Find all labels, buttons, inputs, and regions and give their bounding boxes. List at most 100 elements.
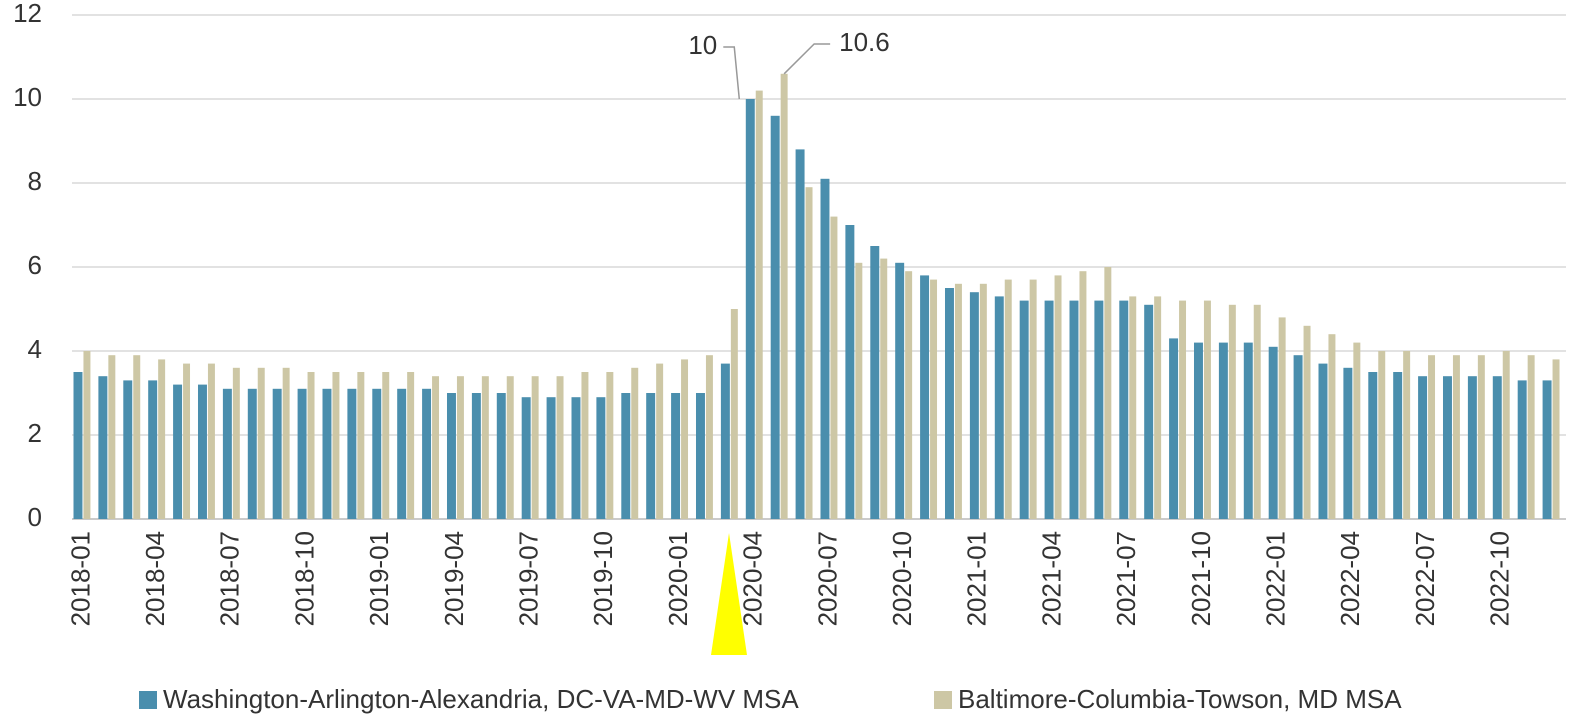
bar — [1243, 342, 1253, 519]
bar — [1044, 300, 1054, 519]
x-tick-label: 2021-10 — [1186, 531, 1216, 626]
bar — [332, 372, 340, 519]
bar — [780, 73, 788, 520]
y-tick-label: 8 — [28, 166, 42, 196]
bar — [820, 178, 830, 520]
bar — [1467, 376, 1477, 519]
x-tick-label: 2022-01 — [1261, 531, 1291, 626]
bar — [1517, 380, 1527, 519]
bar — [795, 149, 805, 519]
bar — [556, 376, 564, 519]
bar — [1353, 342, 1361, 519]
x-tick-label: 2020-04 — [738, 531, 768, 626]
x-tick-label: 2019-01 — [364, 531, 394, 626]
bar — [979, 283, 987, 519]
x-tick-label: 2022-07 — [1410, 531, 1440, 626]
bar — [496, 393, 506, 519]
y-tick-label: 2 — [28, 418, 42, 448]
bar — [1542, 380, 1552, 519]
bar — [1019, 300, 1029, 519]
bar — [1428, 355, 1436, 519]
bar — [755, 90, 763, 519]
bar — [197, 384, 207, 519]
bar — [297, 388, 307, 519]
bar — [870, 246, 880, 519]
bar — [347, 388, 357, 519]
bar — [1054, 275, 1062, 519]
bar — [1492, 376, 1502, 519]
bar — [1328, 334, 1336, 519]
bar — [1203, 300, 1211, 519]
bar — [905, 271, 913, 519]
bar — [1378, 351, 1386, 519]
x-tick-label: 2018-01 — [65, 531, 95, 626]
x-tick-label: 2022-10 — [1485, 531, 1515, 626]
bar — [1253, 304, 1261, 519]
bar — [606, 372, 614, 519]
bar — [720, 363, 730, 519]
bar — [1477, 355, 1485, 519]
bar — [705, 355, 713, 519]
bar — [830, 216, 838, 519]
bar — [1278, 317, 1286, 519]
bar — [123, 380, 133, 519]
leader-line — [783, 43, 831, 75]
x-tick-label: 2020-10 — [887, 531, 917, 626]
x-tick-label: 2018-04 — [140, 531, 170, 626]
bar — [1418, 376, 1428, 519]
bar — [456, 376, 464, 519]
bar — [282, 367, 290, 519]
x-tick-label: 2018-07 — [215, 531, 245, 626]
y-tick-label: 12 — [13, 0, 42, 28]
x-tick-label: 2020-07 — [812, 531, 842, 626]
x-tick-label: 2021-07 — [1111, 531, 1141, 626]
bar — [855, 262, 863, 519]
bar — [1029, 279, 1037, 519]
bar — [571, 397, 581, 519]
bar — [681, 359, 689, 519]
bar — [357, 372, 365, 519]
bar — [1303, 325, 1311, 519]
x-tick-label: 2019-10 — [588, 531, 618, 626]
x-tick-label: 2018-10 — [289, 531, 319, 626]
bar — [1169, 338, 1179, 519]
bar — [531, 376, 539, 519]
bar — [1502, 351, 1510, 519]
bar — [232, 367, 240, 519]
y-tick-label: 4 — [28, 334, 42, 364]
x-tick-label: 2019-07 — [514, 531, 544, 626]
bar — [1552, 359, 1560, 519]
bar — [805, 187, 813, 519]
bar — [222, 388, 232, 519]
bar — [1069, 300, 1079, 519]
bar — [1094, 300, 1104, 519]
bar — [656, 363, 664, 519]
bar — [1403, 351, 1411, 519]
bar — [148, 380, 158, 519]
bar — [1129, 296, 1137, 519]
bar — [471, 393, 481, 519]
bar — [73, 372, 83, 519]
bar — [1442, 376, 1452, 519]
bar — [671, 393, 681, 519]
bar — [382, 372, 390, 519]
bar — [372, 388, 382, 519]
bar — [83, 351, 91, 519]
bar — [596, 397, 606, 519]
bar — [695, 393, 705, 519]
bar — [581, 372, 589, 519]
bar — [969, 292, 979, 519]
data-label: 10 — [688, 30, 717, 60]
bar — [133, 355, 141, 519]
bar — [247, 388, 257, 519]
x-tick-label: 2021-01 — [962, 531, 992, 626]
bar — [1527, 355, 1535, 519]
highlight-marker — [711, 533, 747, 655]
y-tick-label: 10 — [13, 82, 42, 112]
bar — [1293, 355, 1303, 519]
bar — [158, 359, 166, 519]
bar — [257, 367, 265, 519]
bar — [1154, 296, 1162, 519]
bar — [1318, 363, 1328, 519]
